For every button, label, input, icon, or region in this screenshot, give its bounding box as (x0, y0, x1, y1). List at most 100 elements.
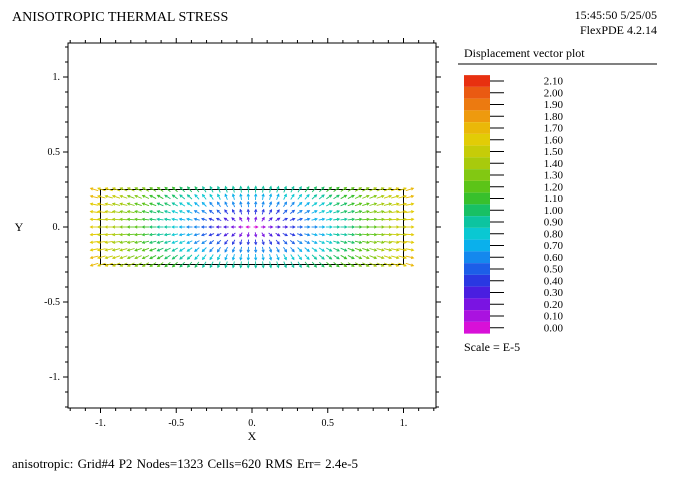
vector-arrow (89, 232, 99, 237)
vector-arrow (333, 202, 340, 207)
vector-arrow (208, 233, 215, 237)
vector-arrow (340, 194, 348, 200)
vector-arrow (318, 217, 326, 221)
vector-arrow (297, 185, 302, 193)
vector-arrow (362, 202, 370, 206)
vector-arrow (318, 202, 326, 207)
vector-arrow (276, 261, 280, 269)
vector-arrow (141, 217, 150, 221)
vector-arrow (282, 232, 289, 237)
vector-arrow (126, 202, 135, 206)
vector-arrow (163, 233, 171, 237)
vector-arrow (134, 210, 142, 214)
vector-arrow (254, 261, 258, 269)
vector-arrow (156, 233, 164, 237)
vector-arrow (119, 255, 128, 260)
vector-arrow (209, 201, 214, 207)
vector-arrow (246, 232, 250, 238)
vector-arrow (96, 248, 106, 252)
vector-arrow (261, 200, 265, 208)
vector-arrow (362, 217, 370, 221)
legend-level-label: 2.00 (544, 87, 564, 99)
vector-arrow (231, 201, 236, 208)
vector-arrow (202, 185, 207, 193)
vector-arrow (369, 248, 378, 252)
vector-arrow (376, 187, 385, 192)
footer-stats: anisotropic: Grid#4 P2 Nodes=1323 Cells=… (12, 456, 359, 471)
vector-arrow (276, 193, 280, 200)
vector-arrow (340, 225, 348, 229)
vector-arrow (383, 262, 393, 267)
vector-arrow (193, 233, 200, 237)
vector-arrow (217, 193, 221, 200)
vector-arrow (179, 261, 185, 268)
vector-arrow (171, 247, 179, 252)
vector-arrow (231, 261, 236, 269)
x-tick-label: 0.5 (322, 418, 335, 429)
vector-arrow (119, 233, 128, 237)
vector-arrow (164, 202, 171, 207)
vector-arrow (149, 194, 157, 199)
vector-arrow (376, 225, 385, 229)
vector-arrow (216, 201, 221, 208)
vector-arrow (254, 232, 258, 238)
vector-arrow (178, 225, 186, 229)
vector-arrow (369, 262, 378, 267)
vector-arrow (290, 185, 295, 193)
vector-arrow (201, 201, 207, 207)
vector-arrow (318, 194, 325, 200)
vector-arrow (209, 193, 214, 200)
vector-arrow (134, 240, 142, 244)
vector-arrow (104, 240, 113, 244)
vector-arrow (326, 186, 333, 193)
vector-arrow (193, 217, 200, 221)
vector-arrow (340, 210, 348, 214)
vector-arrow (333, 186, 340, 192)
vector-arrow (304, 240, 311, 244)
vector-arrow (119, 240, 128, 244)
y-tick-label: 1. (53, 72, 61, 83)
vector-arrow (405, 225, 415, 229)
vector-arrow (354, 210, 363, 214)
vector-arrow (311, 247, 318, 252)
vector-arrow (89, 255, 99, 260)
vector-arrow (111, 240, 121, 244)
legend-swatch (464, 192, 490, 205)
y-tick-label: -1. (49, 372, 60, 383)
vector-arrow (383, 248, 393, 252)
legend-level-label: 1.30 (544, 170, 564, 182)
vector-arrow (347, 187, 355, 192)
vector-arrow (391, 232, 400, 237)
vector-arrow (215, 225, 222, 229)
vector-arrow (216, 246, 221, 253)
vector-arrow (405, 232, 415, 237)
vector-arrow (290, 193, 295, 200)
vector-arrow (111, 210, 121, 214)
vector-arrow (283, 193, 287, 200)
vector-arrow (141, 225, 150, 229)
vector-arrow (276, 246, 280, 253)
vector-arrow (297, 247, 303, 253)
vector-arrow (289, 217, 296, 221)
vector-arrow (376, 240, 385, 244)
vector-arrow (156, 225, 164, 229)
vector-arrow (333, 194, 340, 200)
vector-arrow (149, 255, 157, 260)
vector-arrow (111, 217, 121, 222)
vector-arrow (376, 194, 385, 199)
vector-arrow (383, 194, 393, 199)
vector-arrow (246, 216, 250, 222)
vector-arrow (347, 217, 356, 221)
vector-arrow (268, 225, 274, 229)
vector-arrow (283, 246, 288, 253)
vector-arrow (171, 240, 179, 244)
vector-arrow (148, 240, 157, 244)
vector-arrow (194, 186, 200, 193)
legend-swatch (464, 263, 490, 275)
vector-arrow (231, 254, 236, 261)
legend-swatch (464, 298, 490, 311)
vector-arrow (304, 202, 310, 207)
vector-arrow (134, 225, 142, 229)
vector-arrow (398, 187, 407, 192)
